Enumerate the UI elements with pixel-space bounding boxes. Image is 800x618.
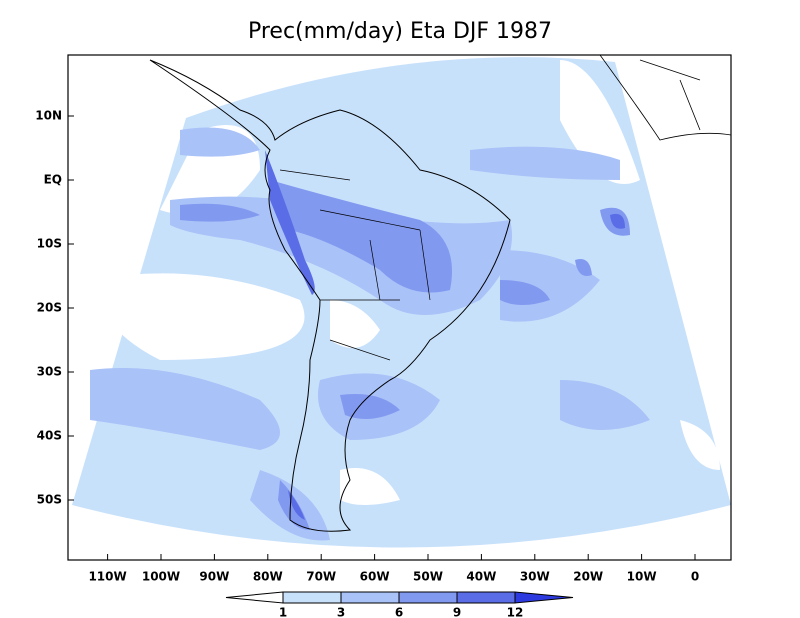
x-tick-label: 40W: [466, 570, 496, 584]
colorbar-cell: [398, 591, 458, 604]
coastline: [149, 59, 511, 532]
x-tick-label: 110W: [88, 570, 126, 584]
colorbar-label: 6: [395, 606, 403, 618]
y-tick-label: 40S: [37, 429, 62, 443]
borders: [279, 169, 431, 361]
map-panel: [67, 54, 732, 561]
x-tick-label: 0: [691, 570, 699, 584]
x-tick-label: 100W: [142, 570, 180, 584]
x-tick-label: 20W: [573, 570, 603, 584]
colorbar-cell: [340, 591, 400, 604]
colorbar-label: 3: [337, 606, 345, 618]
y-tick-label: 50S: [37, 493, 62, 507]
x-tick-label: 90W: [199, 570, 229, 584]
y-tick-label: 10S: [37, 237, 62, 251]
heavy-precip: [180, 180, 630, 530]
y-tick-label: 30S: [37, 365, 62, 379]
x-tick-label: 50W: [413, 570, 443, 584]
y-tick-label: 10N: [35, 109, 62, 123]
colorbar-label: 9: [453, 606, 461, 618]
x-tick-label: 80W: [253, 570, 283, 584]
x-tick-label: 30W: [520, 570, 550, 584]
colorbar-label: 12: [507, 606, 524, 618]
moderate-precip: [90, 127, 650, 541]
axes: 110W 100W 90W 80W 70W 60W 50W 40W 30W 20W 10W 0 10N E…: [35, 109, 699, 584]
colorbar-label: 1: [279, 606, 287, 618]
colorbar-end: [514, 591, 574, 604]
colorbar-cell: [456, 591, 516, 604]
y-tick-label: EQ: [44, 173, 62, 187]
x-tick-label: 70W: [306, 570, 336, 584]
colorbar: 1 3 6 9 12: [225, 591, 574, 618]
y-tick-label: 20S: [37, 301, 62, 315]
colorbar-cell: [282, 591, 342, 604]
colorbar-end: [225, 591, 284, 604]
x-tick-label: 60W: [360, 570, 390, 584]
x-tick-label: 10W: [627, 570, 657, 584]
dry-area: [90, 60, 720, 505]
africa-coast: [599, 54, 732, 141]
map-title: Prec(mm/day) Eta DJF 1987: [248, 19, 552, 44]
